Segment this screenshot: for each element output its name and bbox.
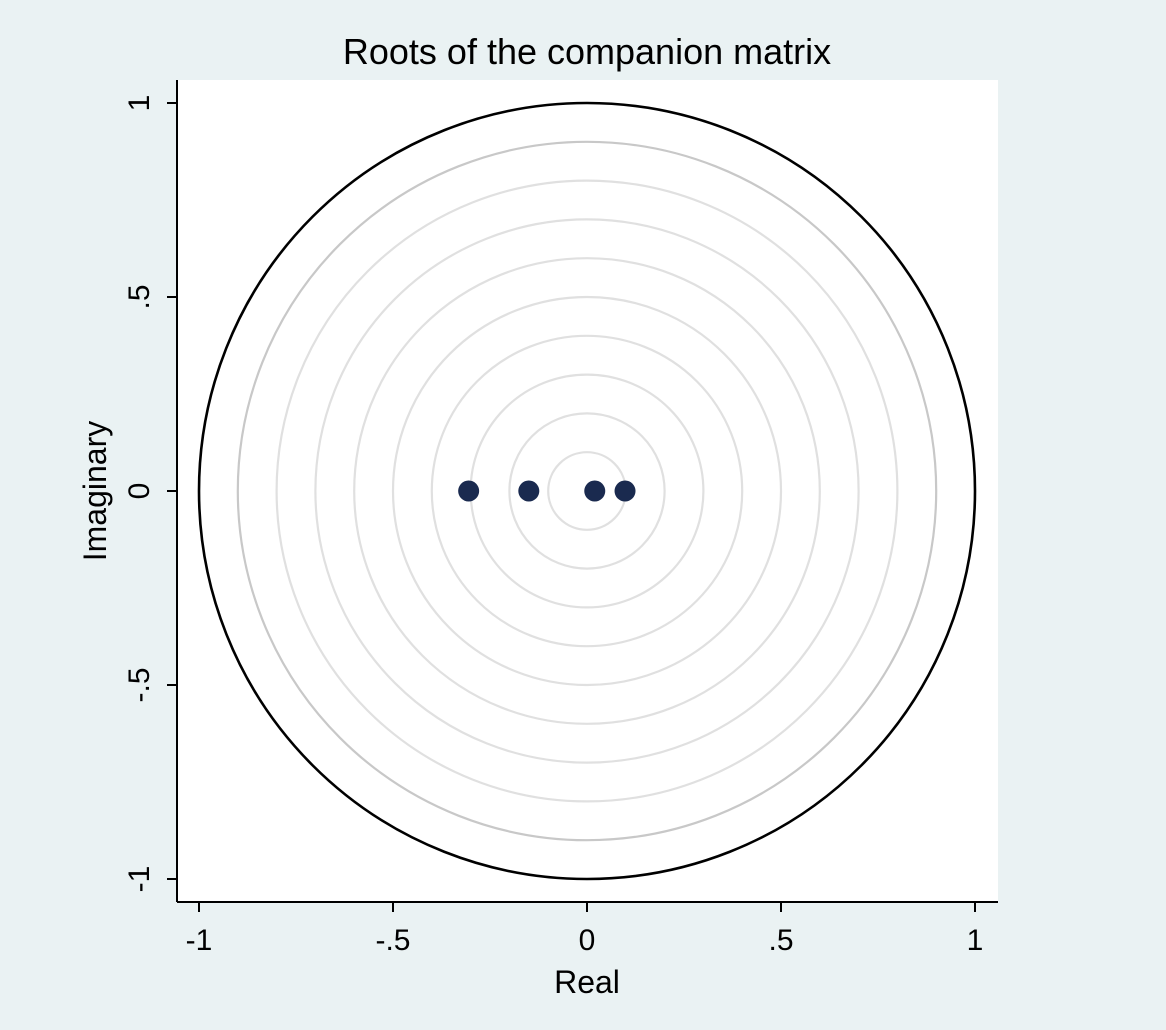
y-tick-label-4: 1: [123, 95, 156, 112]
y-tick-label-1: -.5: [123, 667, 156, 702]
x-tick-label-2: 0: [579, 924, 596, 957]
x-tick-label-4: 1: [967, 924, 984, 957]
grid-circle-7: [314, 218, 860, 764]
grid-circle-2: [508, 412, 666, 570]
y-tick-label-0: -1: [123, 866, 156, 893]
y-tick-label-2: 0: [123, 483, 156, 500]
unit-circle: [197, 101, 977, 881]
axes: -1 -.5 0 .5 1 -1 -.5 0 .5 1: [123, 80, 998, 957]
root-point-3: [584, 480, 606, 502]
grid-circle-8: [275, 179, 899, 803]
y-tick-label-3: .5: [123, 284, 156, 309]
x-tick-label-3: .5: [768, 924, 793, 957]
y-axis-title: Imaginary: [77, 421, 113, 562]
x-axis-title: Real: [554, 964, 620, 1000]
root-point-2: [518, 480, 540, 502]
root-points: [458, 480, 636, 502]
root-point-1: [458, 480, 480, 502]
root-point-4: [614, 480, 636, 502]
grid-circle-4: [430, 334, 744, 648]
grid-circle-9: [236, 140, 938, 842]
chart-title: Roots of the companion matrix: [343, 31, 831, 72]
x-tick-label-1: -.5: [375, 924, 410, 957]
x-tick-label-0: -1: [186, 924, 213, 957]
grid-circles: [236, 140, 938, 842]
grid-circle-6: [353, 257, 821, 725]
unit-circle-layer: [197, 101, 977, 881]
grid-circle-5: [391, 295, 783, 687]
